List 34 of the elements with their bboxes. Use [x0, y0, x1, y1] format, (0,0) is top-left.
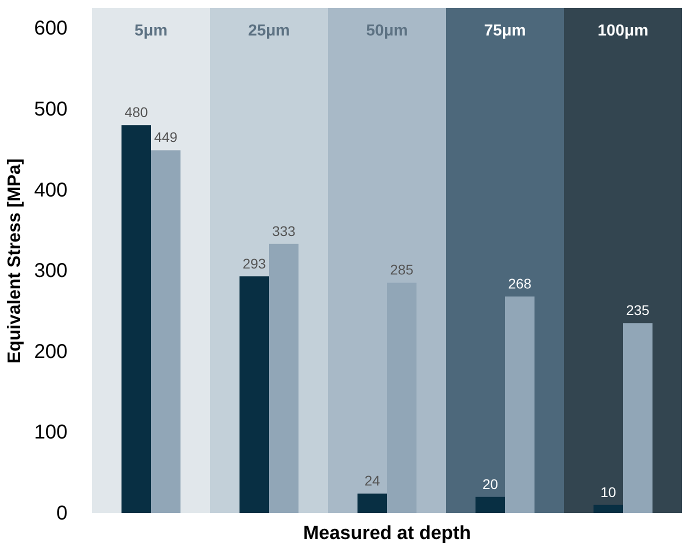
data-label: 10	[600, 484, 616, 500]
y-tick-label: 600	[34, 18, 68, 40]
y-tick-label: 200	[34, 340, 68, 363]
y-axis-title: Equivalent Stress [MPa]	[4, 158, 24, 364]
bar	[476, 496, 505, 513]
bar	[122, 125, 151, 513]
x-tick-label: 75μm	[484, 22, 526, 40]
x-tick-label: 5μm	[134, 22, 168, 40]
bar	[623, 323, 652, 513]
y-tick-label: 0	[56, 502, 68, 524]
data-label: 268	[508, 275, 532, 292]
bar	[358, 494, 387, 513]
data-label: 285	[390, 262, 414, 278]
y-tick-label: 300	[34, 260, 68, 282]
y-tick-label: 500	[34, 98, 68, 120]
x-axis-title: Measured at depth	[303, 523, 471, 544]
data-label: 293	[242, 255, 266, 272]
y-tick-label: 400	[34, 179, 68, 202]
y-tick-label: 100	[34, 422, 68, 444]
bar	[240, 276, 269, 513]
data-label: 449	[154, 129, 178, 146]
x-tick-label: 25μm	[248, 22, 290, 40]
bar	[505, 296, 534, 513]
data-label: 24	[364, 472, 380, 489]
bar	[269, 244, 298, 513]
data-label: 20	[482, 476, 498, 492]
x-tick-label: 100μm	[598, 22, 648, 40]
data-label: 235	[626, 302, 650, 318]
data-label: 333	[272, 222, 296, 239]
bar	[387, 282, 416, 513]
x-tick-label: 50μm	[366, 22, 408, 40]
data-label: 480	[124, 104, 148, 120]
bar	[151, 150, 180, 513]
bar	[594, 504, 623, 513]
